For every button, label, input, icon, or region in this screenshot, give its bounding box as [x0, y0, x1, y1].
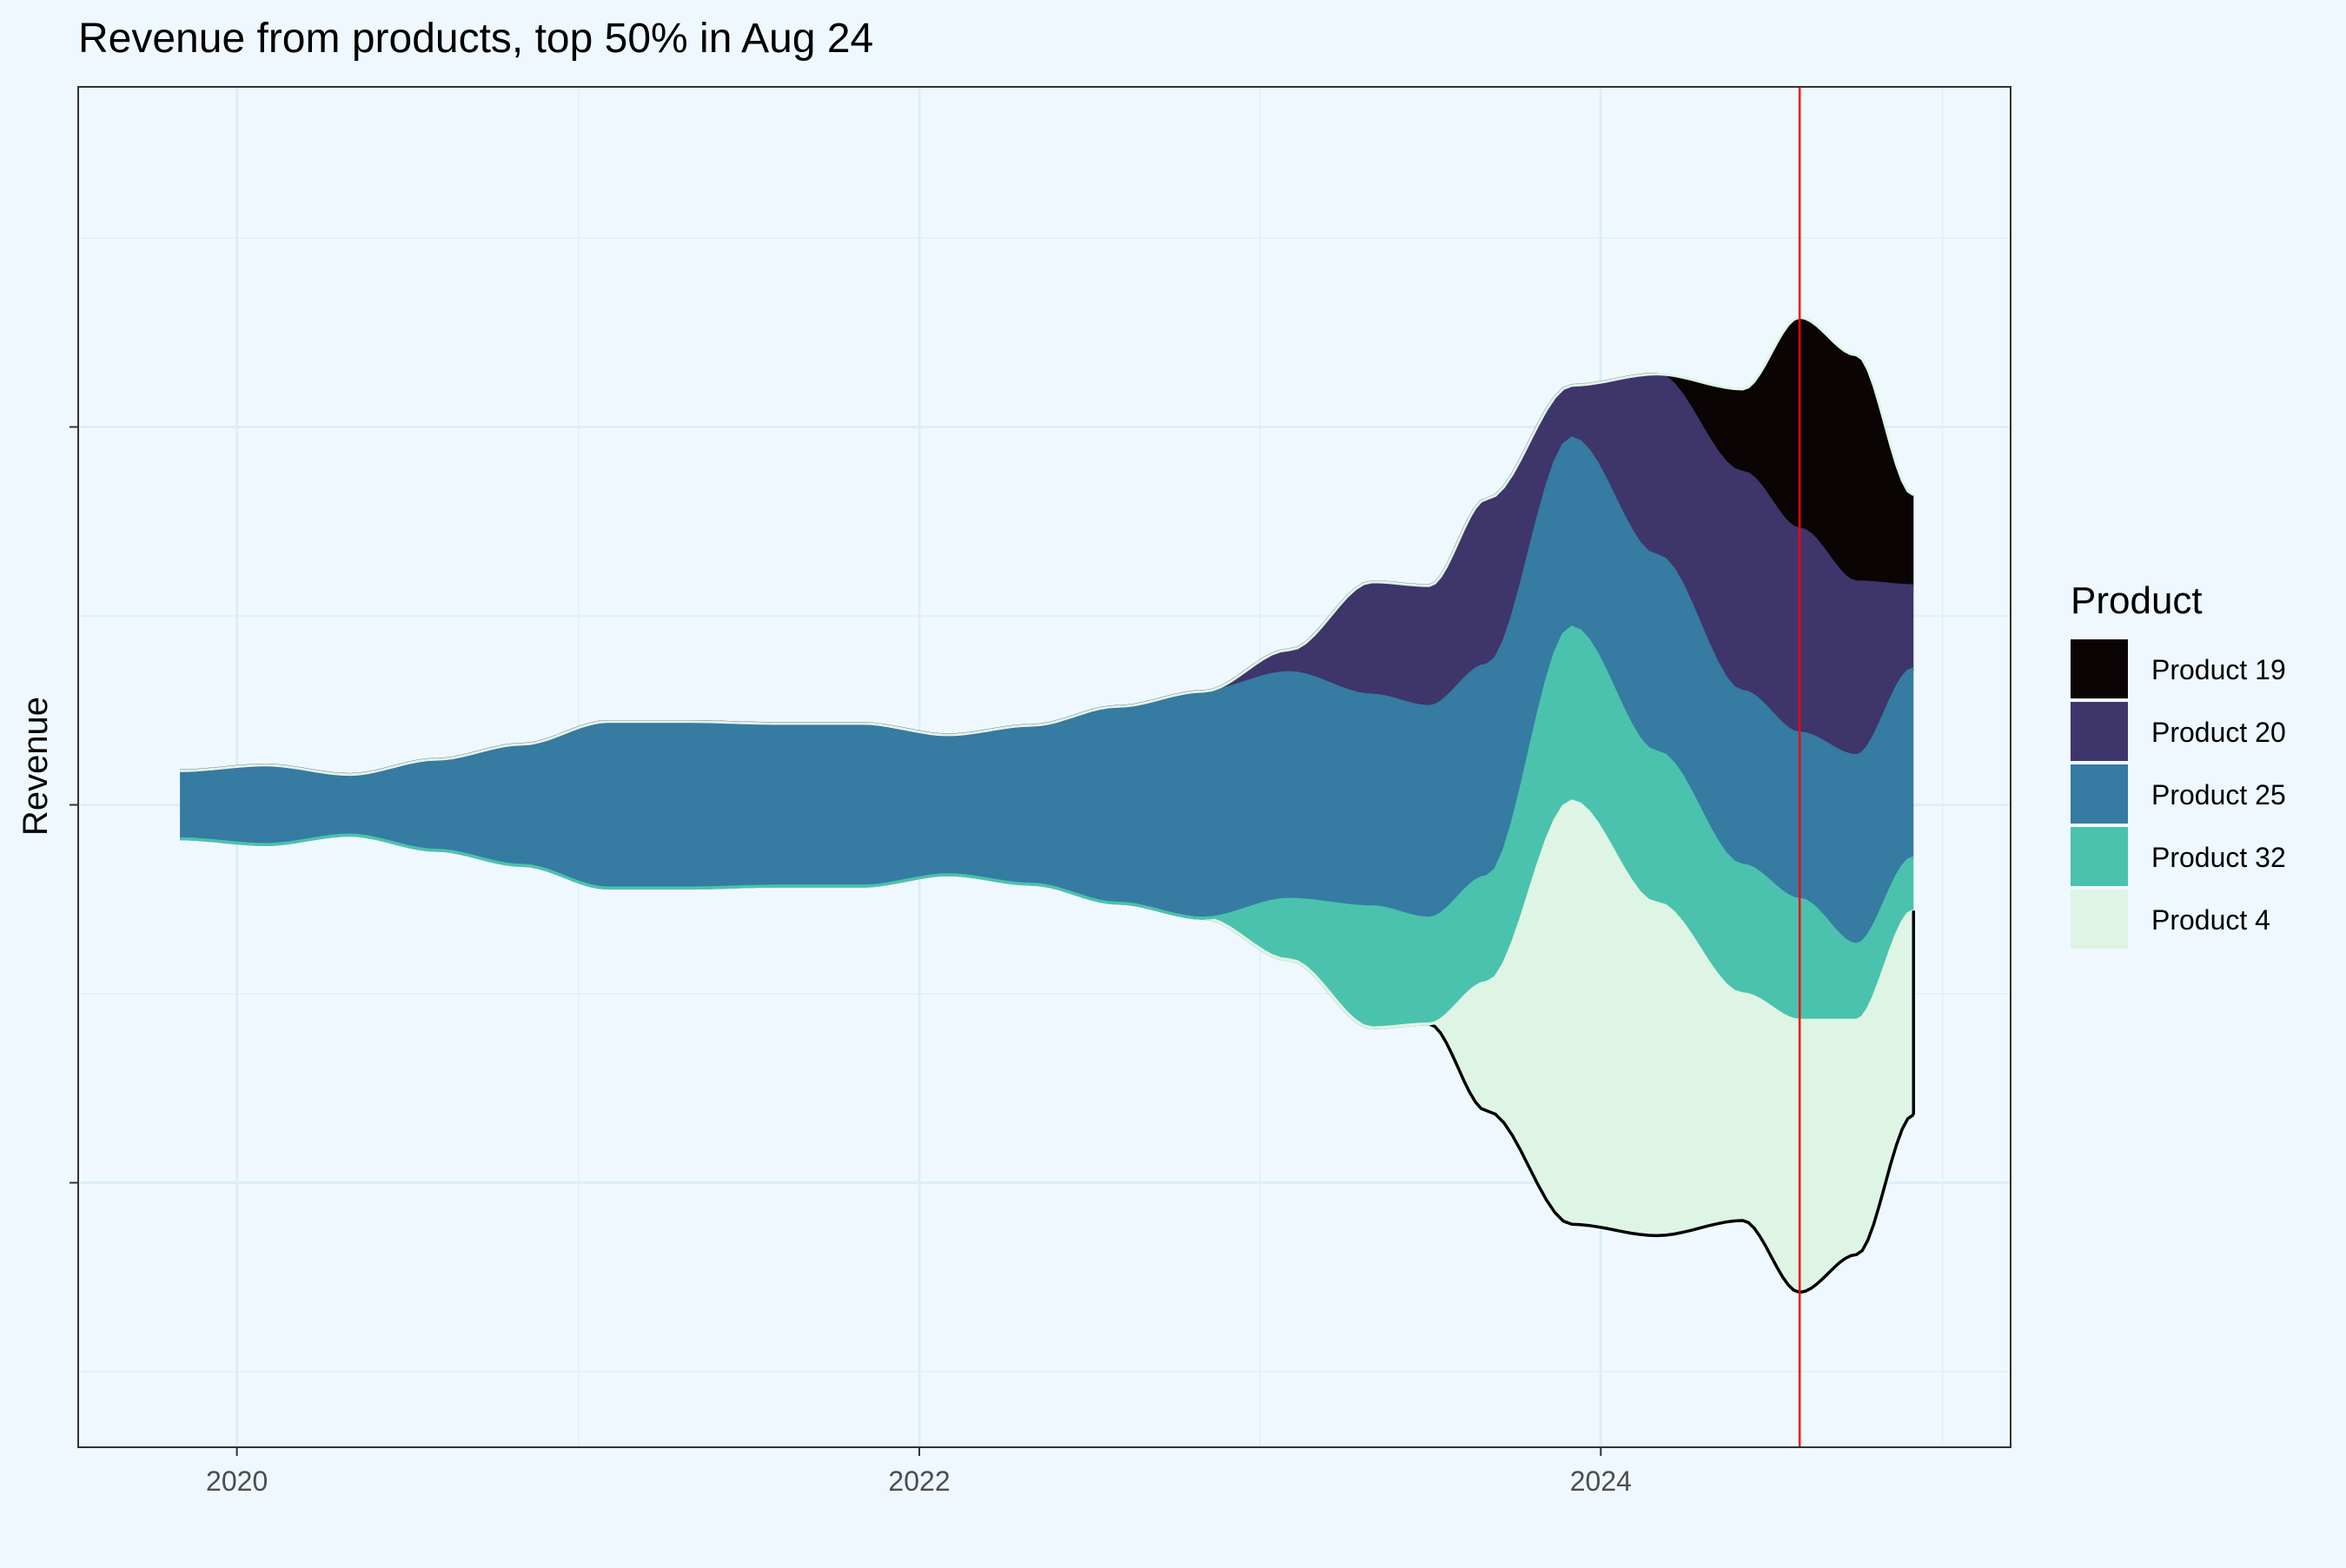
x-axis: 2020 2022 2024: [206, 1447, 1632, 1497]
y-axis-label: Revenue: [17, 697, 55, 836]
chart-title: Revenue from products, top 50% in Aug 24: [78, 16, 873, 62]
stream-area-product-25: [180, 438, 1914, 945]
stream-top-outline: [180, 315, 1915, 777]
legend-label-product-32[interactable]: Product 32: [2151, 842, 2286, 873]
legend-swatch-product-4[interactable]: [2071, 890, 2128, 949]
plot-panel-border: [77, 86, 2011, 1448]
stream-edge-product-25: [180, 625, 1914, 947]
legend-title: Product: [2071, 579, 2203, 622]
legend-label-product-25[interactable]: Product 25: [2151, 779, 2286, 810]
legend[interactable]: Product Product 19 Product 20 Product 25 Pr…: [2071, 579, 2286, 949]
legend-label-product-19[interactable]: Product 19: [2151, 654, 2286, 685]
stream-layers: [180, 315, 1916, 1294]
x-tick-label: 2024: [1570, 1465, 1632, 1497]
x-tick-label: 2022: [888, 1465, 950, 1497]
legend-label-product-4[interactable]: Product 4: [2151, 904, 2270, 936]
legend-swatch-product-25[interactable]: [2071, 764, 2128, 824]
stream-area-product-32: [180, 627, 1914, 1029]
legend-swatch-product-20[interactable]: [2071, 702, 2128, 761]
legend-label-product-20[interactable]: Product 20: [2151, 717, 2286, 748]
legend-swatch-product-32[interactable]: [2071, 827, 2128, 886]
legend-swatch-product-19[interactable]: [2071, 639, 2128, 698]
stream-area-product-4: [180, 801, 1914, 1293]
x-tick-label: 2020: [206, 1465, 268, 1497]
y-axis: [70, 426, 78, 1184]
